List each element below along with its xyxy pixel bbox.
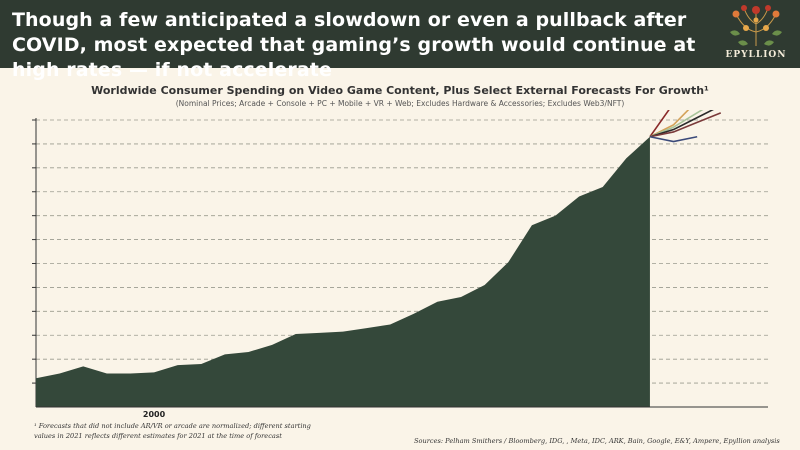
forecast-line-2: [649, 110, 690, 138]
floral-emblem-icon: [730, 5, 782, 47]
x-tick-label-1: 2000: [143, 410, 166, 419]
epyllion-logo: EPYLLION: [716, 2, 796, 66]
brand-name: EPYLLION: [725, 50, 787, 60]
forecast-line-5: [649, 112, 722, 138]
spending-chart: 2000: [32, 110, 768, 419]
page-title: Though a few anticipated a slowdown or e…: [12, 9, 696, 81]
sources-note: Sources: Pelham Smithers / Bloomberg, ID…: [414, 437, 780, 445]
chart-title: Worldwide Consumer Spending on Video Gam…: [91, 84, 709, 97]
forecast-line-3: [649, 110, 704, 138]
historical-area: [36, 136, 650, 407]
forecast-line-1: [649, 110, 670, 138]
header-banner: Though a few anticipated a slowdown or e…: [0, 0, 800, 81]
forecast-line-6: [649, 135, 698, 143]
chart-subtitle: (Nominal Prices; Arcade + Console + PC +…: [175, 99, 625, 108]
footnote: ¹ Forecasts that did not include AR/VR o…: [34, 422, 311, 440]
forecast-line-4: [649, 110, 714, 138]
